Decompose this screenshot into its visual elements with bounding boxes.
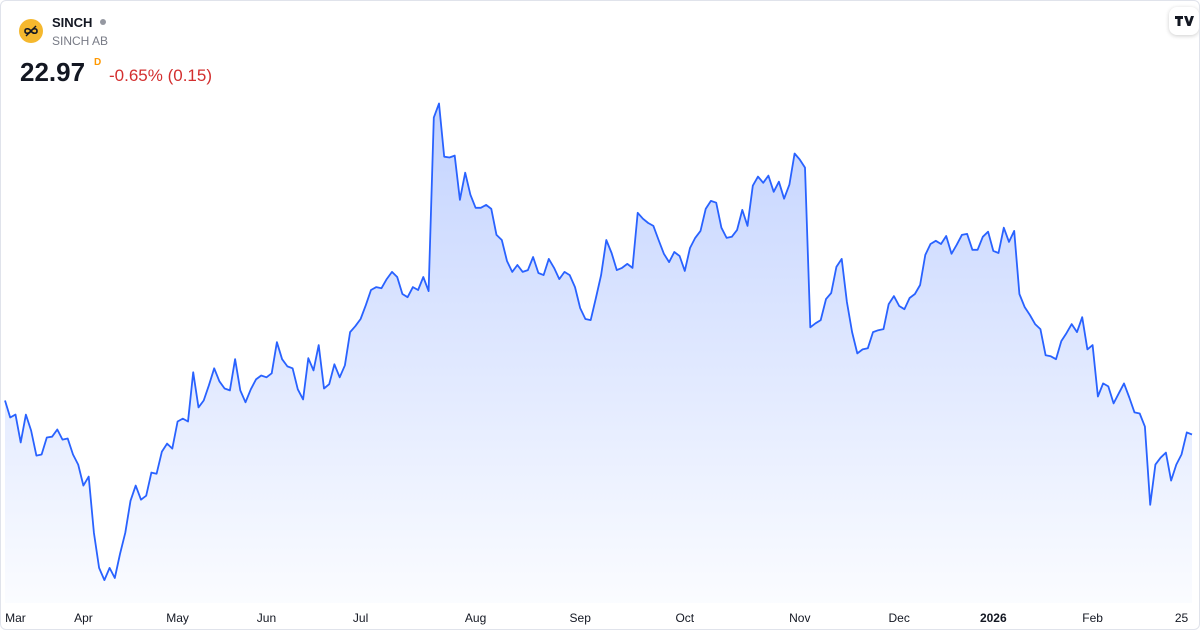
company-name: SINCH AB xyxy=(52,34,109,48)
x-tick-label: Nov xyxy=(789,611,810,625)
brand-logo[interactable] xyxy=(1169,7,1199,35)
status-dot xyxy=(100,19,106,25)
area-fill xyxy=(5,103,1192,603)
interval: D xyxy=(94,57,102,68)
x-tick-label: 2026 xyxy=(980,611,1007,625)
x-tick-label: Apr xyxy=(74,611,93,625)
x-tick-label: Dec xyxy=(888,611,909,625)
x-tick-label: Sep xyxy=(570,611,592,625)
x-tick-label: Aug xyxy=(465,611,486,625)
x-tick-label: Oct xyxy=(675,611,694,625)
x-tick-label: Feb xyxy=(1082,611,1103,625)
x-tick-label: May xyxy=(166,611,189,625)
x-tick-label: Mar xyxy=(5,611,26,625)
x-tick-label: Jun xyxy=(257,611,276,625)
brand-icon xyxy=(1175,16,1194,26)
x-tick-label: 25 xyxy=(1175,611,1189,625)
logo-icon xyxy=(24,25,38,37)
last-price: 22.97 xyxy=(20,57,86,87)
symbol: SINCH xyxy=(52,15,93,30)
price-change: -0.65% (0.15) xyxy=(109,66,212,85)
price-line xyxy=(4,102,1193,581)
x-tick-label: Jul xyxy=(353,611,368,625)
logo xyxy=(19,19,43,43)
